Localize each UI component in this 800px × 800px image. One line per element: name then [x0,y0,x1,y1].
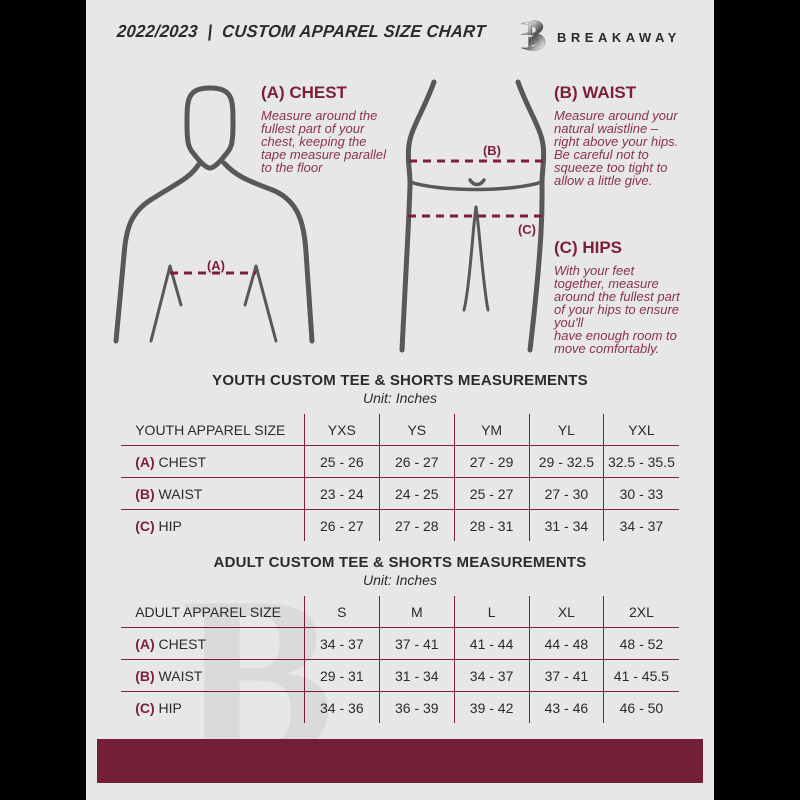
svg-text:(A): (A) [207,258,225,273]
svg-text:(B): (B) [483,143,501,158]
svg-text:(C): (C) [518,222,536,237]
